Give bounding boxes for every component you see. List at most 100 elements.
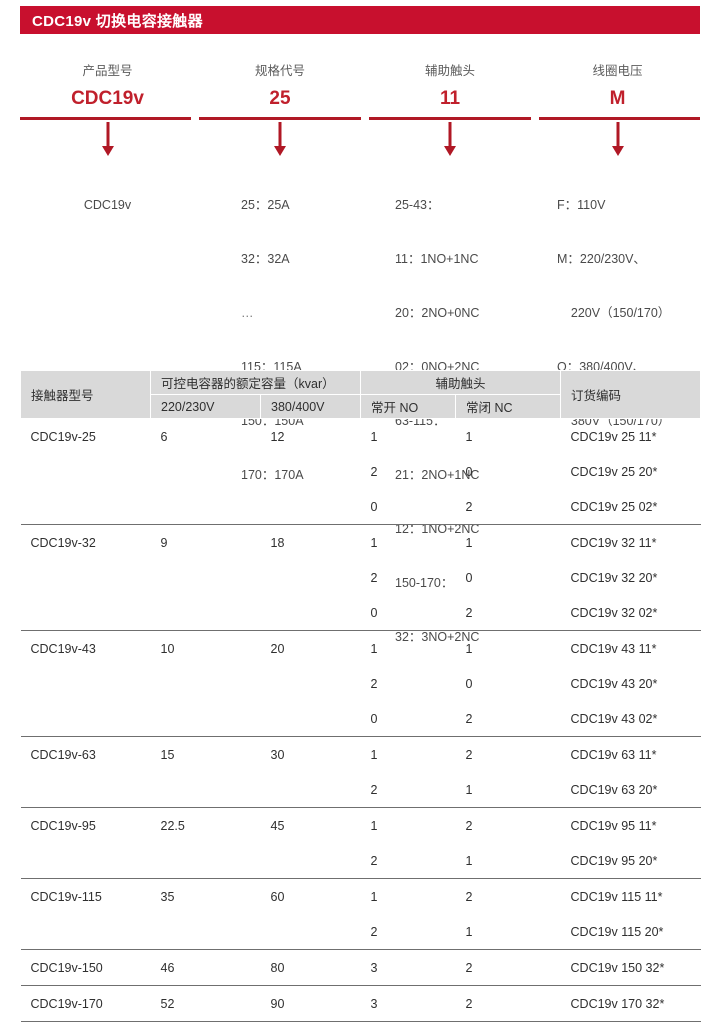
cell-kvar-220 [151, 454, 261, 489]
description-line: 170：170A [241, 468, 304, 482]
table-row: 0 2 CDC19v 43 02* [21, 701, 701, 737]
breakdown-code: 11 [439, 88, 461, 109]
description-line: 21：2NO+1NC [395, 468, 480, 482]
cell-model [21, 666, 151, 701]
cell-model: CDC19v-43 [20, 630, 151, 666]
cell-aux-no: 3 [360, 985, 456, 1022]
cell-order-code: CDC19v 25 02* [570, 499, 658, 514]
cell-order-code: CDC19v 32 11* [560, 524, 701, 560]
breakdown-description: CDC19v [20, 160, 195, 250]
table-row: CDC19v-170 52 90 3 2 CDC19v 170 32* [20, 985, 701, 1022]
cell-aux-no: 2 [370, 464, 378, 479]
cell-model: CDC19v-95 [20, 807, 151, 843]
cell-order-code: CDC19v 25 11* [570, 429, 657, 444]
cell-aux-no: 2 [370, 782, 378, 797]
cell-aux-nc: 2 [455, 807, 561, 843]
breakdown-column-product-type: 产品型号 CDC19v CDC19v [20, 62, 195, 682]
table-row: 2 0 CDC19v 25 20* [21, 454, 701, 489]
breakdown-code: 25 [269, 88, 291, 109]
cell-kvar-380: 20 [260, 630, 361, 666]
cell-aux-no: 3 [360, 949, 456, 986]
cell-model [21, 489, 151, 525]
table-row: CDC19v-115 35 60 1 2 CDC19v 115 11* [20, 878, 701, 914]
cell-kvar-380: 12 [270, 429, 285, 444]
breakdown-arrow-icon [365, 120, 535, 160]
cell-kvar-380 [261, 489, 361, 525]
cell-model: CDC19v-25 [30, 429, 96, 444]
breakdown-arrow-icon [195, 120, 365, 160]
cell-aux-no: 0 [370, 711, 378, 726]
page-title: CDC19v 切换电容接触器 [32, 12, 203, 30]
cell-order-code: CDC19v 25 20* [570, 464, 658, 479]
cell-kvar-220 [151, 595, 261, 631]
cell-aux-nc: 2 [455, 736, 561, 772]
table-header-row-top: 接触器型号 可控电容器的额定容量（kvar） 辅助触头 订货编码 [20, 370, 702, 419]
spec-table-head: 接触器型号 可控电容器的额定容量（kvar） 辅助触头 订货编码 220/230… [20, 370, 702, 419]
cell-aux-no: 2 [370, 676, 378, 691]
breakdown-rule [539, 117, 700, 120]
cell-kvar-220: 35 [150, 878, 261, 914]
cell-order-code: CDC19v 170 32* [560, 985, 701, 1022]
table-row: 0 2 CDC19v 25 02* [21, 489, 701, 525]
cell-aux-nc: 1 [465, 853, 473, 868]
breakdown-label: 辅助触头 [424, 64, 475, 78]
arrow-head [274, 146, 286, 156]
cell-model: CDC19v-32 [20, 524, 151, 560]
cell-kvar-380 [261, 701, 361, 737]
cell-kvar-220: 15 [150, 736, 261, 772]
cell-kvar-380 [261, 454, 361, 489]
cell-order-code: CDC19v 63 20* [570, 782, 658, 797]
cell-order-code: CDC19v 43 02* [570, 711, 658, 726]
cell-kvar-220: 52 [150, 985, 261, 1022]
table-row: CDC19v-32 9 18 1 1 CDC19v 32 11* [20, 524, 701, 560]
col-header-capacity-380: 380/400V [260, 394, 361, 419]
table-row: CDC19v-95 22.5 45 1 2 CDC19v 95 11* [20, 807, 701, 843]
breakdown-rule [199, 117, 361, 120]
cell-kvar-380 [261, 843, 361, 879]
table-row: CDC19v-150 46 80 3 2 CDC19v 150 32* [20, 949, 701, 986]
table-row: 2 0 CDC19v 32 20* [21, 560, 701, 595]
cell-order-code: CDC19v 95 20* [570, 853, 658, 868]
breakdown-arrow-icon [535, 120, 700, 160]
description-line: F：110V [557, 198, 606, 212]
cell-aux-nc: 0 [465, 570, 473, 585]
cell-kvar-220: 10 [150, 630, 261, 666]
cell-aux-no: 1 [360, 807, 456, 843]
cell-kvar-220 [151, 666, 261, 701]
description-line: CDC19v [83, 198, 132, 212]
arrow-stem [448, 122, 452, 148]
cell-model: CDC19v-170 [20, 985, 151, 1022]
cell-kvar-380 [261, 666, 361, 701]
breakdown-code: M [609, 88, 626, 109]
description-line: 25：25A [241, 198, 290, 212]
cell-kvar-220 [151, 843, 261, 879]
cell-aux-nc: 2 [455, 949, 561, 986]
table-row: CDC19v-63 15 30 1 2 CDC19v 63 11* [20, 736, 701, 772]
table-row: 0 2 CDC19v 32 02* [21, 595, 701, 631]
breakdown-code: CDC19v [71, 88, 144, 109]
cell-aux-nc: 0 [465, 464, 473, 479]
cell-kvar-380: 60 [260, 878, 361, 914]
cell-kvar-380: 45 [260, 807, 361, 843]
breakdown-label: 产品型号 [82, 64, 133, 78]
cell-kvar-380: 90 [260, 985, 361, 1022]
cell-order-code: CDC19v 63 11* [560, 736, 701, 772]
arrow-stem [616, 122, 619, 148]
cell-aux-no: 1 [360, 630, 456, 666]
breakdown-arrow-icon [20, 120, 195, 160]
cell-aux-no: 1 [360, 736, 456, 772]
cell-kvar-380 [261, 595, 361, 631]
cell-aux-nc: 1 [465, 924, 473, 939]
cell-model [21, 843, 151, 879]
cell-model: CDC19v-150 [20, 949, 151, 986]
cell-model [21, 454, 151, 489]
cell-kvar-380: 30 [260, 736, 361, 772]
table-row: 2 1 CDC19v 63 20* [21, 772, 701, 808]
table-row: 2 0 CDC19v 43 20* [21, 666, 701, 701]
arrow-head [611, 146, 624, 156]
cell-kvar-380: 80 [260, 949, 361, 986]
description-line: 20：2NO+0NC [395, 306, 480, 320]
description-line: 220V（150/170） [557, 306, 671, 320]
cell-model: CDC19v-115 [20, 878, 151, 914]
cell-aux-nc: 0 [465, 676, 473, 691]
